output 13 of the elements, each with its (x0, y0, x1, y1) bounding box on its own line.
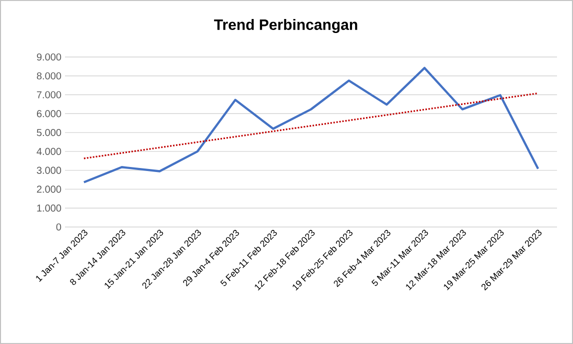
y-tick-label: 1.000 (37, 204, 62, 212)
chart-title: Trend Perbincangan (214, 18, 358, 34)
y-tick-label: 2.000 (36, 186, 62, 193)
y-tick-label: 5.000 (36, 129, 62, 136)
y-tick-label: 9.000 (36, 53, 62, 61)
y-tick-label: 7.000 (36, 91, 62, 98)
y-tick-label: 8.000 (36, 72, 62, 80)
y-tick-label: 4.000 (36, 148, 62, 155)
y-tick-label: 6.000 (36, 110, 62, 118)
y-tick-label: 3.000 (36, 166, 62, 174)
line-series (83, 92, 539, 160)
line-series (82, 66, 540, 184)
y-tick-label: 0 (56, 223, 62, 231)
